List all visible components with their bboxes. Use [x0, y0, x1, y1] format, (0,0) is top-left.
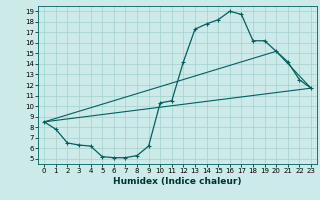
X-axis label: Humidex (Indice chaleur): Humidex (Indice chaleur) — [113, 177, 242, 186]
